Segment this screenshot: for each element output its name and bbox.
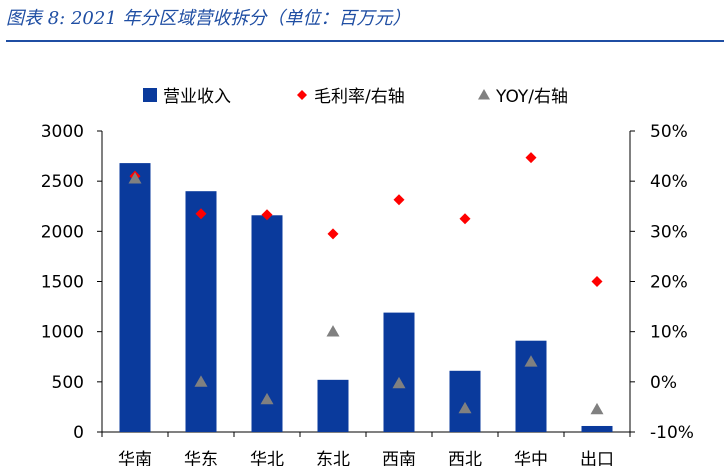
title-rule — [6, 40, 724, 42]
yoy-marker — [590, 402, 604, 415]
right-tick-label: 0% — [650, 373, 677, 393]
left-tick-label: 3000 — [41, 122, 84, 142]
gross-margin-marker — [327, 228, 339, 240]
category-label: 华中 — [514, 450, 548, 466]
revenue-bars — [119, 163, 613, 432]
series-markers — [128, 152, 604, 415]
category-labels: 华南 华东 华北 东北 西南 西北 华中 出口 — [118, 450, 614, 466]
category-label: 西北 — [448, 450, 482, 466]
category-label: 华南 — [118, 450, 152, 466]
figure-title: 图表 8: 2021 年分区域营收拆分（单位：百万元） — [6, 8, 411, 29]
revenue-bar — [383, 312, 415, 432]
gross-margin-marker — [393, 194, 405, 206]
left-tick-label: 2000 — [41, 222, 84, 242]
left-tick-label: 1000 — [41, 323, 84, 343]
revenue-bar — [119, 163, 151, 432]
yoy-marker — [128, 172, 142, 184]
legend-label-revenue: 营业收入 — [163, 87, 231, 107]
gross-margin-marker — [195, 208, 207, 220]
yoy-marker — [194, 375, 208, 387]
gross-margin-marker — [591, 276, 603, 287]
right-tick-label: 10% — [650, 323, 688, 343]
yoy-marker — [524, 355, 538, 367]
revenue-bar — [581, 425, 613, 432]
legend-label-margin: 毛利率/右轴 — [314, 87, 405, 107]
revenue-bar — [515, 340, 547, 432]
yoy-marker — [326, 325, 340, 337]
right-tick-label: 50% — [650, 122, 688, 142]
revenue-bar — [185, 191, 217, 432]
legend-swatch-margin — [297, 90, 307, 100]
chart-axes: 0 500 1000 1500 2000 2500 3000 -10% 0% 10% 20% 30% 4… — [41, 122, 694, 443]
right-tick-label: 20% — [650, 273, 688, 293]
gross-margin-marker — [525, 152, 537, 164]
gross-margin-marker — [459, 213, 471, 225]
left-tick-label: 500 — [52, 373, 84, 393]
category-label: 东北 — [316, 450, 350, 466]
left-tick-label: 1500 — [41, 273, 84, 293]
right-tick-label: 40% — [650, 172, 688, 192]
revenue-bar — [317, 379, 349, 432]
yoy-marker — [458, 401, 472, 414]
category-label: 出口 — [580, 450, 614, 466]
category-label: 华东 — [184, 450, 218, 466]
yoy-marker — [260, 392, 274, 405]
right-tick-label: -10% — [650, 423, 694, 443]
revenue-bar — [449, 370, 481, 432]
gross-margin-marker — [261, 209, 273, 221]
legend-swatch-revenue — [143, 88, 157, 102]
legend-label-yoy: YOY/右轴 — [495, 87, 568, 107]
left-tick-label: 0 — [73, 423, 84, 443]
category-label: 华北 — [250, 450, 284, 466]
legend-swatch-yoy — [478, 89, 490, 100]
left-tick-label: 2500 — [41, 172, 84, 192]
yoy-marker — [392, 376, 406, 389]
right-tick-label: 30% — [650, 222, 688, 242]
category-label: 西南 — [382, 450, 416, 466]
chart-legend: 营业收入 毛利率/右轴 YOY/右轴 — [143, 87, 568, 107]
